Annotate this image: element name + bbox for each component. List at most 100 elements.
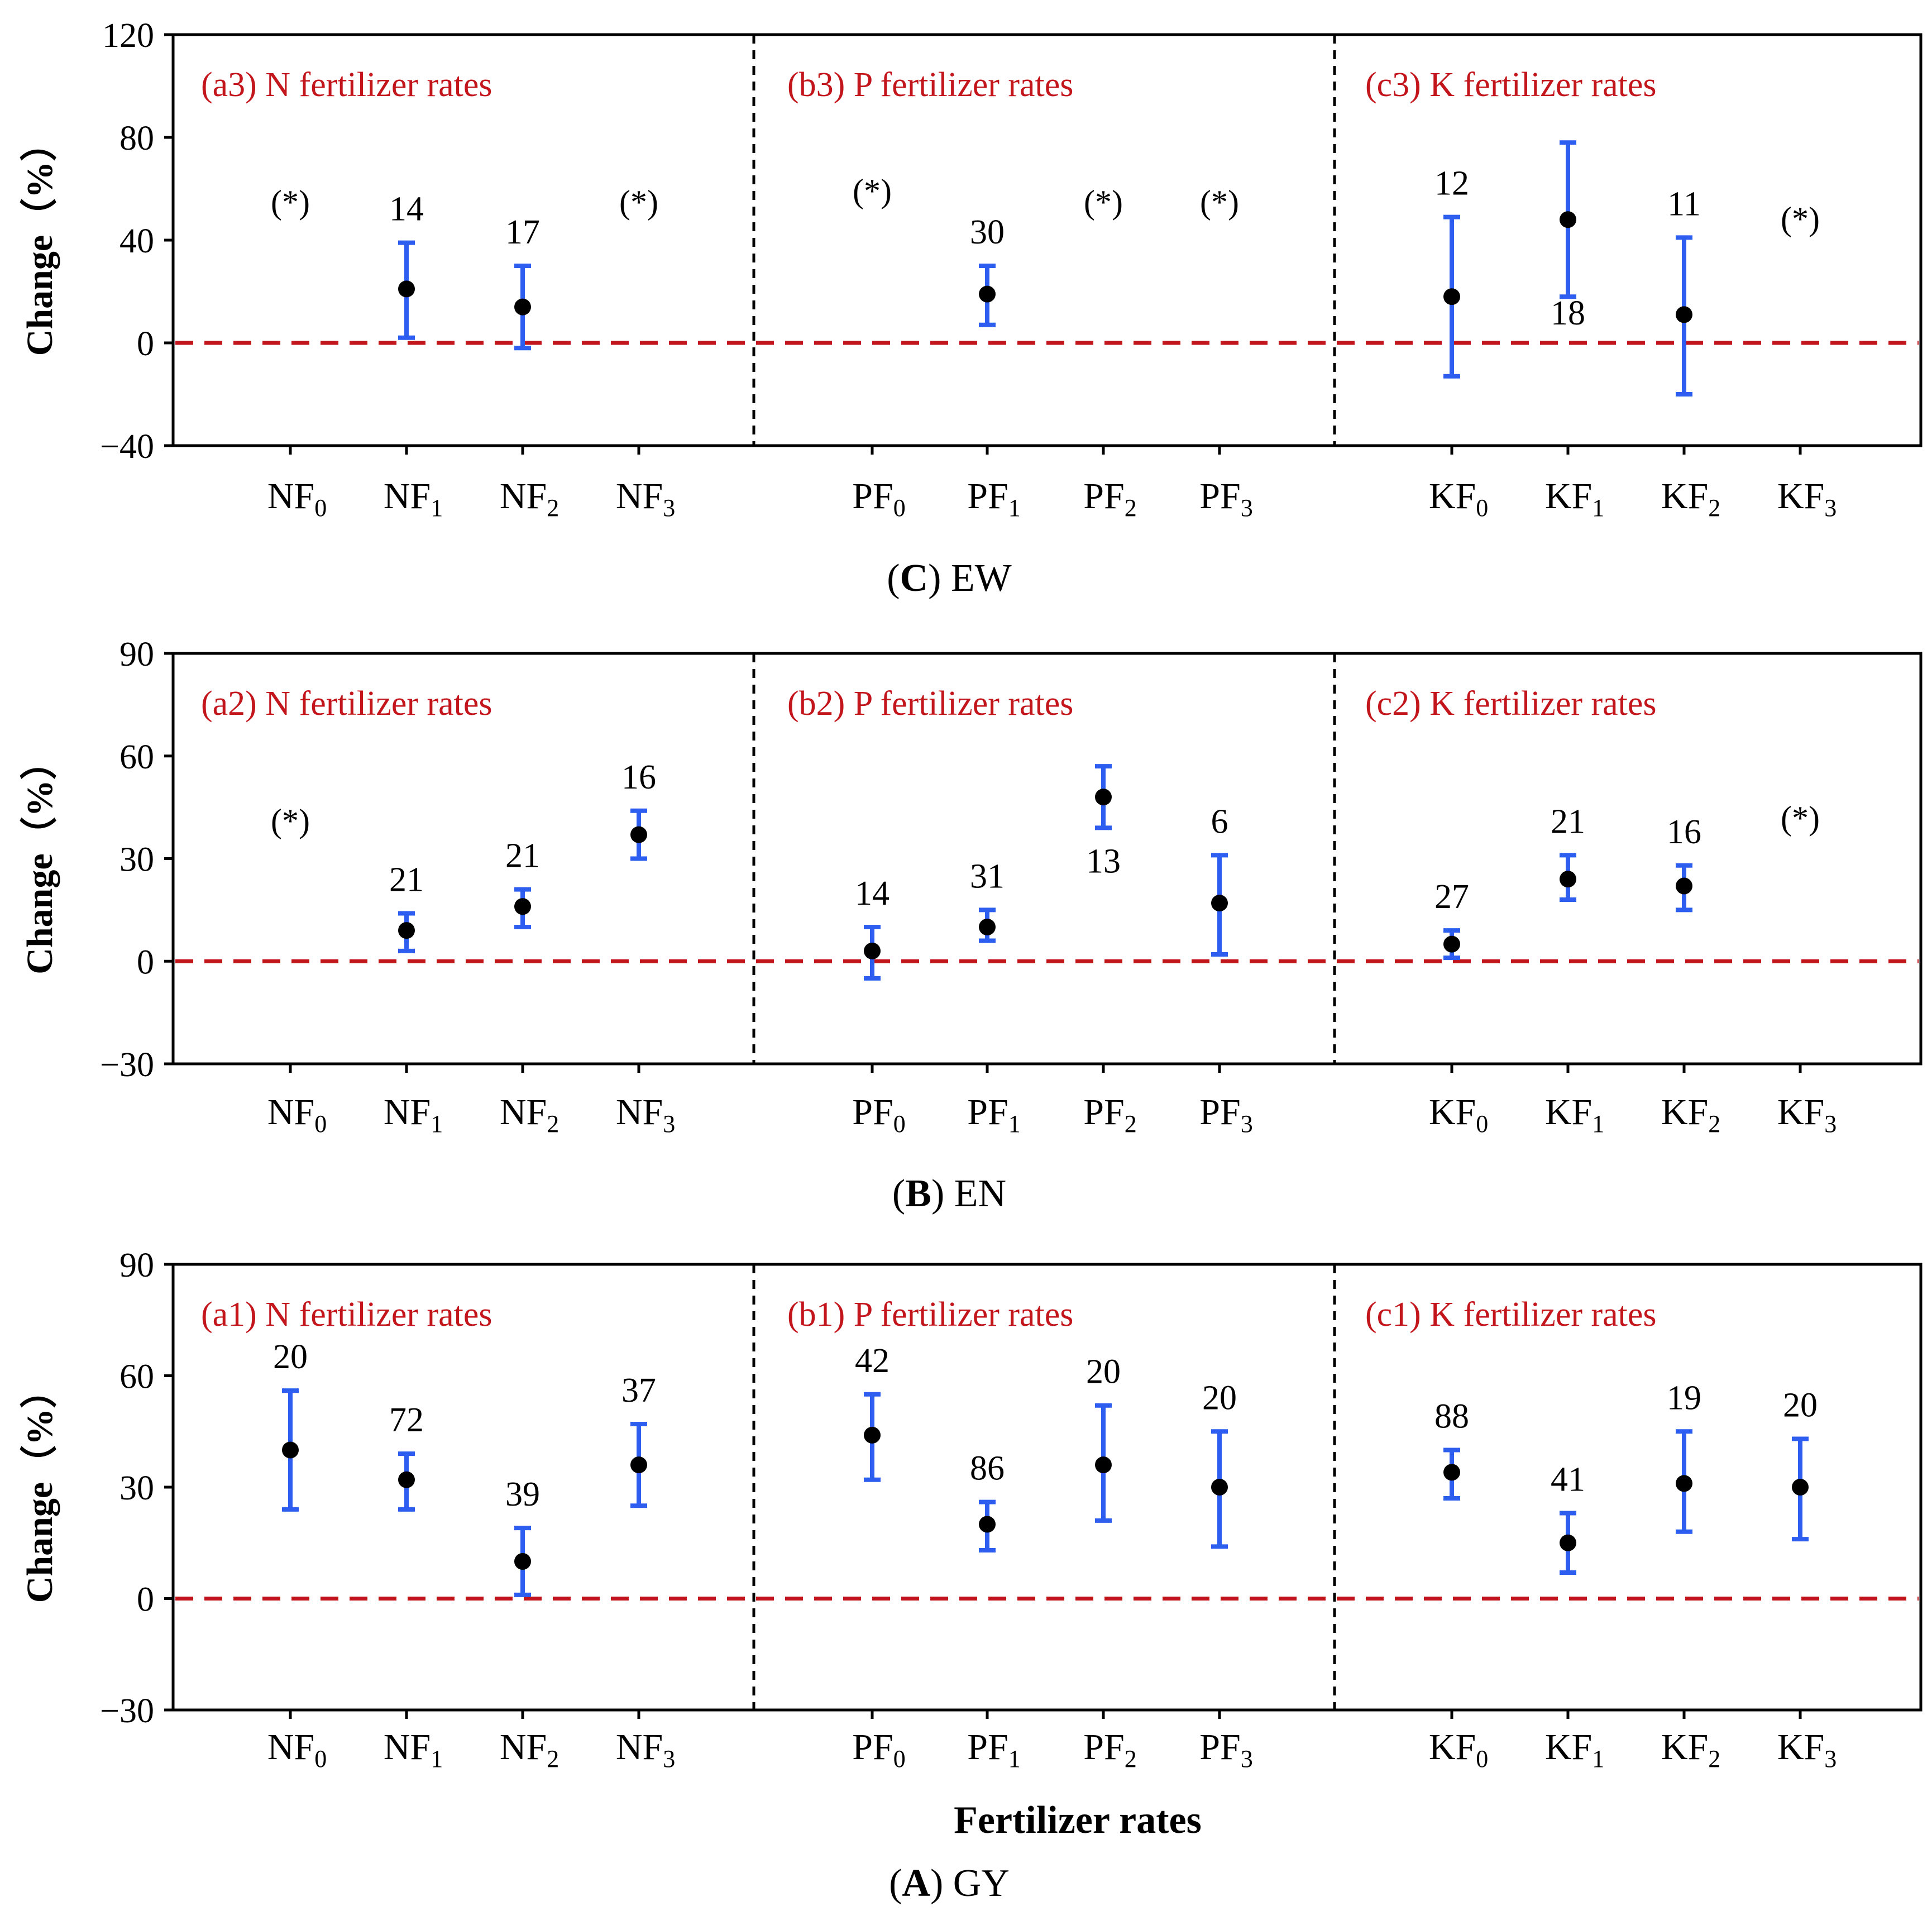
- x-tick-label-pf0: PF0: [852, 1727, 905, 1773]
- data-point-kf2: [1676, 877, 1692, 895]
- x-tick-label-subscript: 0: [314, 1110, 327, 1138]
- x-tick-label-subscript: 1: [1592, 494, 1604, 522]
- x-tick-label-base: KF: [1777, 476, 1824, 517]
- x-tick-label-subscript: 0: [893, 1745, 906, 1773]
- x-tick-label-subscript: 3: [1824, 1110, 1837, 1138]
- y-tick-label: 60: [119, 1358, 154, 1396]
- x-tick-label-nf2: NF2: [500, 476, 559, 522]
- y-tick-label: −30: [100, 1692, 154, 1730]
- data-point-nf3: [630, 826, 647, 843]
- data-point-pf0: [864, 942, 881, 959]
- x-tick-label-pf2: PF2: [1083, 1727, 1136, 1773]
- x-tick-label-subscript: 1: [1592, 1110, 1604, 1138]
- sample-size-label: 12: [1434, 165, 1469, 203]
- data-point-nf0: [282, 1441, 299, 1459]
- x-tick-label-base: PF: [852, 476, 893, 517]
- group-title: (b3) P fertilizer rates: [787, 66, 1073, 104]
- sample-size-label: 14: [855, 875, 890, 913]
- group-title: (a1) N fertilizer rates: [201, 1296, 492, 1334]
- x-tick-label-kf3: KF3: [1777, 1092, 1837, 1138]
- x-tick-label-subscript: 3: [1241, 494, 1253, 522]
- x-tick-label-kf1: KF1: [1545, 476, 1604, 522]
- x-tick-label-base: NF: [616, 1727, 663, 1767]
- x-tick-label-subscript: 0: [1476, 1110, 1488, 1138]
- x-tick-label-base: PF: [1199, 1092, 1240, 1133]
- group-title: (a3) N fertilizer rates: [201, 66, 492, 104]
- x-tick-label-subscript: 1: [431, 1110, 443, 1138]
- sample-size-label: 31: [970, 857, 1005, 895]
- data-point-pf0: [864, 1426, 881, 1444]
- x-tick-label-pf3: PF3: [1199, 1092, 1252, 1138]
- x-tick-label-kf0: KF0: [1429, 476, 1488, 522]
- caption-letter: A: [902, 1862, 930, 1905]
- x-tick-label-base: PF: [1083, 476, 1124, 517]
- x-tick-label-base: NF: [500, 1092, 547, 1133]
- y-tick-label: 30: [119, 1469, 154, 1507]
- caption-letter: C: [900, 557, 929, 600]
- data-point-pf3: [1211, 895, 1228, 912]
- data-point-kf0: [1443, 1464, 1460, 1481]
- x-tick-label-kf3: KF3: [1777, 1727, 1837, 1773]
- x-tick-label-subscript: 1: [1008, 494, 1021, 522]
- x-tick-label-base: KF: [1661, 1092, 1708, 1133]
- group-title: (b2) P fertilizer rates: [787, 685, 1073, 723]
- x-axis-title: Fertilizer rates: [954, 1799, 1202, 1842]
- no-data-marker: (*): [271, 802, 310, 839]
- x-tick-label-base: PF: [967, 1092, 1008, 1133]
- x-tick-label-subscript: 3: [663, 1110, 675, 1138]
- x-tick-label-kf2: KF2: [1661, 476, 1720, 522]
- x-tick-label-nf0: NF0: [267, 1092, 327, 1138]
- no-data-marker: (*): [1084, 184, 1123, 221]
- y-axis-title: Change（%）: [19, 1372, 60, 1603]
- data-point-nf2: [514, 1553, 531, 1570]
- x-tick-label-subscript: 3: [1824, 494, 1837, 522]
- panel-caption-c: (C) EW: [887, 557, 1012, 600]
- data-point-pf3: [1211, 1479, 1228, 1496]
- y-tick-label: 30: [119, 841, 154, 879]
- panel-caption-a: (A) GY: [889, 1862, 1010, 1905]
- x-tick-label-base: KF: [1429, 476, 1476, 517]
- x-tick-label-kf0: KF0: [1429, 1092, 1488, 1138]
- x-tick-label-base: KF: [1777, 1727, 1824, 1767]
- x-tick-label-base: KF: [1545, 476, 1592, 517]
- sample-size-label: 20: [273, 1338, 308, 1376]
- x-tick-label-subscript: 3: [663, 494, 675, 522]
- sample-size-label: 16: [621, 758, 656, 796]
- data-point-kf2: [1676, 306, 1692, 323]
- x-tick-label-base: PF: [967, 476, 1008, 517]
- data-point-nf2: [514, 898, 531, 915]
- no-data-marker: (*): [1781, 200, 1820, 237]
- caption-text: ) GY: [930, 1862, 1010, 1905]
- x-tick-label-pf0: PF0: [852, 1092, 905, 1138]
- x-tick-label-base: KF: [1661, 1727, 1708, 1767]
- x-tick-label-subscript: 1: [431, 1745, 443, 1773]
- x-tick-label-nf3: NF3: [616, 1727, 675, 1773]
- caption-text: ) EW: [928, 557, 1012, 600]
- x-tick-label-pf3: PF3: [1199, 476, 1252, 522]
- data-point-kf3: [1792, 1479, 1809, 1496]
- x-tick-label-subscript: 1: [1008, 1110, 1021, 1138]
- data-point-pf2: [1095, 789, 1112, 806]
- x-tick-label-subscript: 2: [1708, 1110, 1720, 1138]
- x-tick-label-kf0: KF0: [1429, 1727, 1488, 1773]
- x-tick-label-subscript: 2: [1708, 1745, 1720, 1773]
- data-point-kf1: [1560, 211, 1576, 228]
- x-tick-label-nf3: NF3: [616, 476, 675, 522]
- sample-size-label: 86: [970, 1450, 1005, 1488]
- no-data-marker: (*): [1781, 800, 1820, 837]
- x-tick-label-base: NF: [500, 1727, 547, 1767]
- data-point-pf2: [1095, 1456, 1112, 1474]
- sample-size-label: 39: [505, 1475, 540, 1513]
- x-tick-label-subscript: 0: [1476, 494, 1488, 522]
- group-title: (c1) K fertilizer rates: [1365, 1296, 1657, 1334]
- x-tick-label-base: KF: [1545, 1092, 1592, 1133]
- x-tick-label-kf1: KF1: [1545, 1727, 1604, 1773]
- x-tick-label-subscript: 0: [893, 494, 906, 522]
- x-tick-label-subscript: 3: [1241, 1110, 1253, 1138]
- y-tick-label: 40: [119, 222, 154, 260]
- x-tick-label-nf0: NF0: [267, 476, 327, 522]
- y-axis-title: Change（%）: [19, 743, 60, 974]
- x-tick-label-subscript: 3: [1241, 1745, 1253, 1773]
- x-tick-label-nf1: NF1: [384, 476, 443, 522]
